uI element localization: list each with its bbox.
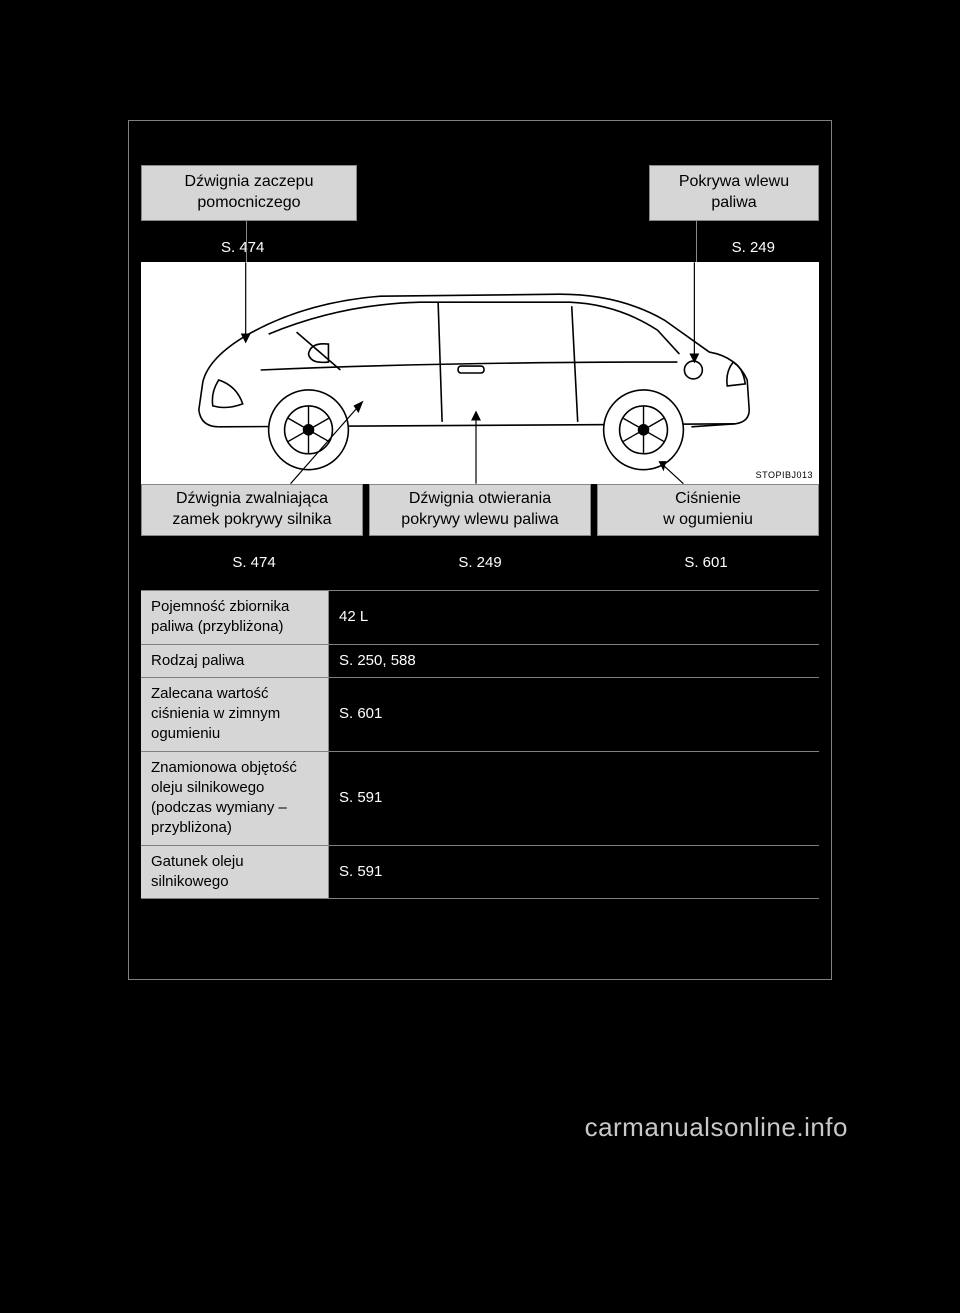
spec-value: S. 591	[329, 846, 819, 899]
label-hood-aux-lever: Dźwignia zaczepu pomocniczego	[141, 165, 357, 221]
page-ref: S. 249	[458, 554, 501, 571]
top-labels-row: Dźwignia zaczepu pomocniczego Pokrywa wl…	[129, 121, 831, 221]
label-text: Dźwignia zaczepu	[185, 172, 314, 193]
label-text: Ciśnienie	[675, 489, 741, 510]
table-row: Rodzaj paliwa S. 250, 588	[141, 645, 819, 678]
spec-label: Pojemność zbiornika paliwa (przybliżona)	[141, 591, 329, 644]
label-fuel-door-lever: Dźwignia otwierania pokrywy wlewu paliwa	[369, 484, 591, 536]
bottom-page-refs: S. 474 S. 249 S. 601	[141, 554, 819, 572]
bottom-labels-row: Dźwignia zwalniająca zamek pokrywy silni…	[141, 484, 819, 536]
spec-label: Rodzaj paliwa	[141, 645, 329, 677]
label-text: w ogumieniu	[663, 510, 753, 531]
label-text: Dźwignia zwalniająca	[176, 489, 328, 510]
spec-table: Pojemność zbiornika paliwa (przybliżona)…	[141, 590, 819, 899]
table-row: Gatunek oleju silnikowego S. 591	[141, 846, 819, 900]
label-text: paliwa	[711, 193, 756, 214]
spec-value: 42 L	[329, 591, 819, 644]
label-tire-pressure: Ciśnienie w ogumieniu	[597, 484, 819, 536]
label-text: Pokrywa wlewu	[679, 172, 789, 193]
spec-value: S. 601	[329, 678, 819, 751]
image-code: STOPIBJ013	[756, 470, 813, 480]
page-frame: Dźwignia zaczepu pomocniczego Pokrywa wl…	[128, 120, 832, 980]
spec-label: Gatunek oleju silnikowego	[141, 846, 329, 899]
label-text: pokrywy wlewu paliwa	[401, 510, 558, 531]
spec-value: S. 250, 588	[329, 645, 819, 677]
spec-label: Znamionowa objętość oleju silnikowego (p…	[141, 752, 329, 845]
table-row: Zalecana wartość ciśnienia w zimnym ogum…	[141, 678, 819, 752]
label-fuel-cap: Pokrywa wlewu paliwa	[649, 165, 819, 221]
watermark: carmanualsonline.info	[585, 1112, 848, 1143]
top-page-refs: S. 474 S. 249	[129, 221, 831, 256]
table-row: Znamionowa objętość oleju silnikowego (p…	[141, 752, 819, 846]
label-text: Dźwignia otwierania	[409, 489, 551, 510]
car-diagram: STOPIBJ013	[141, 262, 819, 484]
page-ref: S. 249	[732, 239, 775, 256]
page-ref: S. 474	[232, 554, 275, 571]
label-text: pomocniczego	[197, 193, 300, 214]
page-ref: S. 601	[684, 554, 727, 571]
label-hood-release: Dźwignia zwalniająca zamek pokrywy silni…	[141, 484, 363, 536]
spec-value: S. 591	[329, 752, 819, 845]
label-text: zamek pokrywy silnika	[172, 510, 331, 531]
car-outline-svg	[141, 262, 819, 484]
page-ref: S. 474	[221, 239, 264, 256]
spec-label: Zalecana wartość ciśnienia w zimnym ogum…	[141, 678, 329, 751]
table-row: Pojemność zbiornika paliwa (przybliżona)…	[141, 591, 819, 645]
